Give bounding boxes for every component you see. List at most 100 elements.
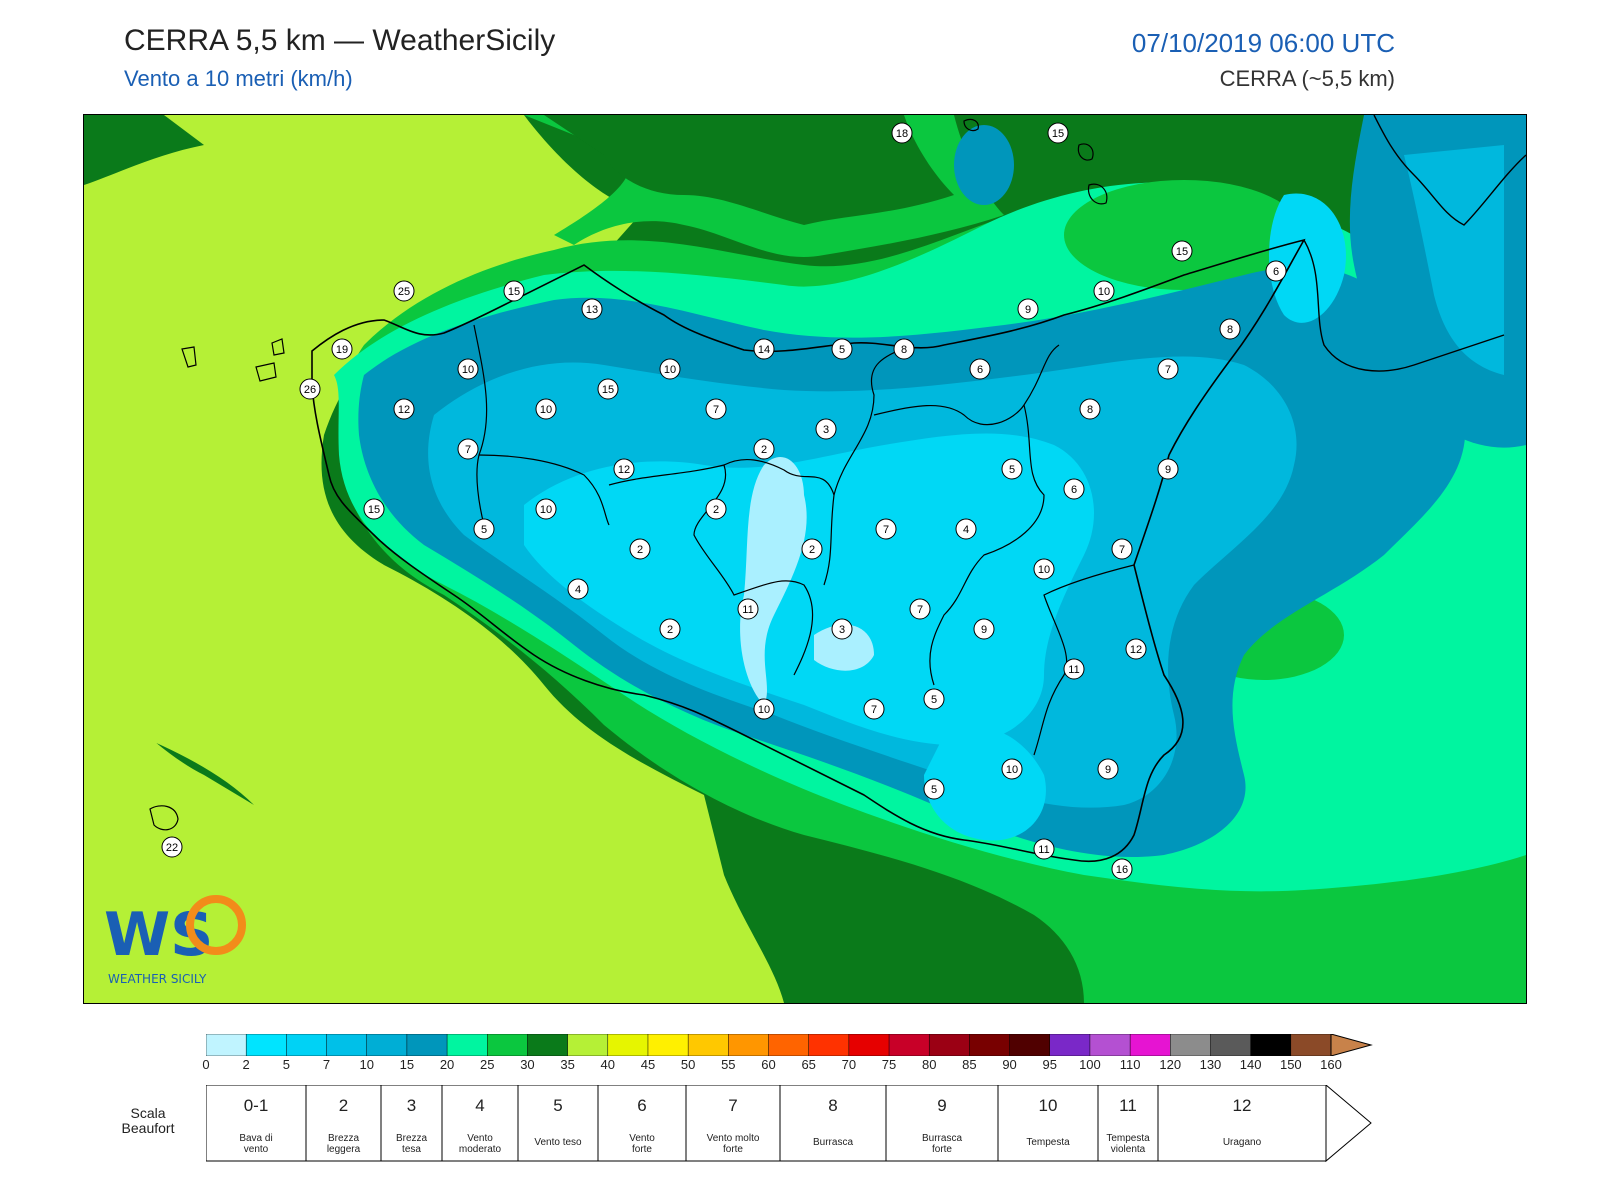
station-value: 3: [839, 624, 845, 636]
station-value-marker: 9: [1017, 298, 1039, 320]
color-scale-cell: [1210, 1034, 1252, 1056]
calabria-blue-mid: [1404, 145, 1504, 375]
beaufort-description: moderato: [459, 1144, 502, 1155]
forecast-datetime: 07/10/2019 06:00 UTC: [1131, 28, 1395, 58]
beaufort-number: 3: [407, 1096, 416, 1115]
station-value: 12: [398, 404, 410, 416]
station-value: 8: [901, 344, 907, 356]
beaufort-description: forte: [632, 1144, 652, 1155]
station-value-marker: 5: [923, 688, 945, 710]
color-scale-tick: 45: [640, 1057, 656, 1072]
station-value: 8: [1227, 324, 1233, 336]
color-scale-cell: [527, 1034, 569, 1056]
station-value-marker: 3: [831, 618, 853, 640]
color-scale-cell: [326, 1034, 368, 1056]
station-value: 10: [462, 364, 474, 376]
beaufort-number: 7: [728, 1096, 737, 1115]
beaufort-description: Vento: [629, 1133, 655, 1144]
station-value: 10: [664, 364, 676, 376]
station-value-marker: 9: [1157, 458, 1179, 480]
station-value: 2: [713, 504, 719, 516]
map-title: CERRA 5,5 km — WeatherSicily: [124, 24, 556, 57]
color-scale-tick: 85: [962, 1057, 977, 1072]
station-value: 9: [1165, 464, 1171, 476]
color-scale-tick: 60: [761, 1057, 776, 1072]
station-value: 5: [1009, 464, 1015, 476]
station-value: 10: [540, 404, 552, 416]
station-value: 12: [618, 464, 630, 476]
station-value-marker: 10: [659, 358, 681, 380]
station-value: 6: [1273, 266, 1279, 278]
province-border: [929, 404, 1045, 686]
station-value-marker: 19: [331, 338, 353, 360]
station-value: 3: [823, 424, 829, 436]
island-lipari: [1077, 143, 1094, 161]
beaufort-cell: 8 Burrasca: [779, 1085, 887, 1162]
station-value-marker: 22: [161, 836, 183, 858]
station-value-marker: 12: [393, 398, 415, 420]
station-value: 12: [1130, 644, 1142, 656]
province-border: [833, 344, 915, 496]
island-favignana: [255, 362, 277, 382]
station-value: 9: [1025, 304, 1031, 316]
beaufort-description: Tempesta: [1106, 1133, 1150, 1144]
station-value-marker: 12: [1125, 638, 1147, 660]
station-value: 7: [713, 404, 719, 416]
station-value-marker: 10: [535, 498, 557, 520]
color-scale-tick: 70: [841, 1057, 857, 1072]
color-scale-tick: 35: [560, 1057, 575, 1072]
beaufort-number: 4: [475, 1096, 484, 1115]
station-value: 7: [883, 524, 889, 536]
beaufort-number: 6: [637, 1096, 646, 1115]
beaufort-number: 0-1: [244, 1096, 269, 1115]
station-value: 8: [1087, 404, 1093, 416]
color-scale-tick: 50: [680, 1057, 696, 1072]
station-value: 7: [1119, 544, 1125, 556]
station-value-marker: 26: [299, 378, 321, 400]
color-scale-tick: 110: [1119, 1057, 1141, 1072]
station-value-marker: 25: [393, 280, 415, 302]
beaufort-description: tesa: [402, 1144, 421, 1155]
color-scale-tick: 10: [359, 1057, 374, 1072]
station-value: 15: [1176, 246, 1188, 258]
sea-light-zone: [84, 115, 784, 1003]
station-value-marker: 10: [1093, 280, 1115, 302]
color-scale-tick: 0: [202, 1057, 210, 1072]
color-scale-cell: [1250, 1034, 1292, 1056]
station-value-marker: 10: [457, 358, 479, 380]
station-value-marker: 15: [363, 498, 385, 520]
color-scale-cell: [848, 1034, 890, 1056]
station-value: 6: [1071, 484, 1077, 496]
beaufort-number: 12: [1233, 1096, 1252, 1115]
beaufort-number: 2: [339, 1096, 348, 1115]
station-value-marker: 7: [875, 518, 897, 540]
land-cyan: [524, 433, 1094, 745]
color-scale-cell: [647, 1034, 689, 1056]
station-value-marker: 2: [801, 538, 823, 560]
beaufort-description: Vento molto: [707, 1133, 760, 1144]
beaufort-description: Brezza: [328, 1133, 360, 1144]
province-border: [478, 454, 610, 526]
beaufort-number: 9: [937, 1096, 946, 1115]
color-scale-tick: 120: [1159, 1057, 1182, 1072]
station-value: 5: [839, 344, 845, 356]
station-value: 25: [398, 286, 410, 298]
station-value-marker: 15: [1047, 122, 1069, 144]
station-value: 22: [166, 842, 178, 854]
station-value: 15: [508, 286, 520, 298]
calabria-coastline: [1303, 115, 1526, 372]
station-value: 26: [304, 384, 316, 396]
color-scale-cell: [366, 1034, 408, 1056]
beaufort-number: 11: [1119, 1096, 1137, 1115]
station-value-marker: 15: [503, 280, 525, 302]
station-value: 19: [336, 344, 348, 356]
beaufort-description: Burrasca: [922, 1133, 962, 1144]
color-scale-cell: [1129, 1034, 1172, 1056]
station-value: 9: [1105, 764, 1111, 776]
station-value: 5: [931, 694, 937, 706]
color-scale-tick: 55: [721, 1057, 736, 1072]
